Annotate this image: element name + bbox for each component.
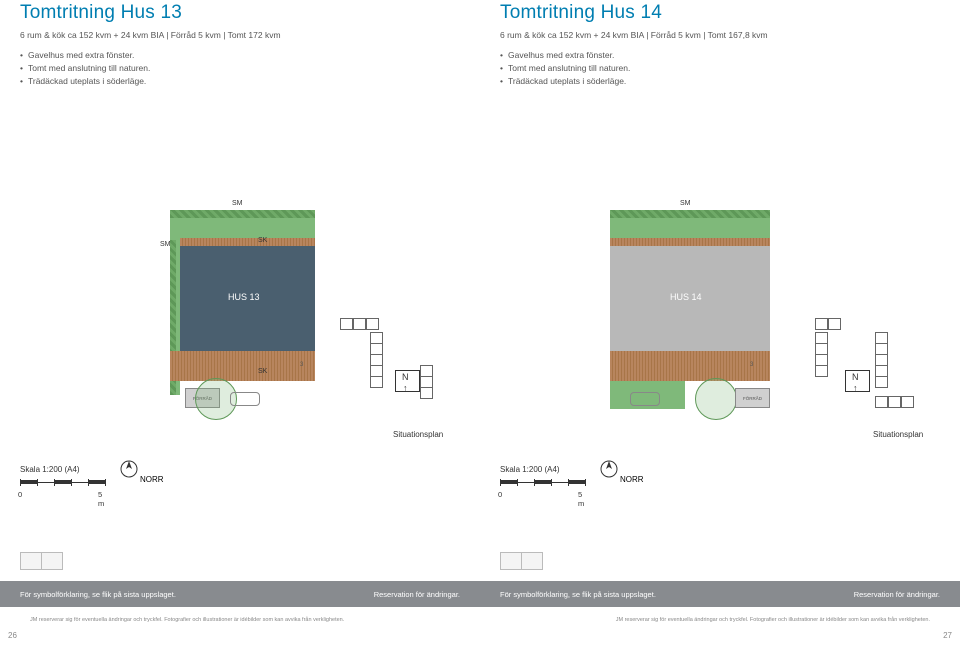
north-label: NORR: [140, 475, 164, 484]
plot-deck-top: [610, 238, 770, 246]
bullet-item: Tomt med anslutning till naturen.: [500, 63, 940, 73]
adjacent-units-icon: [340, 318, 379, 329]
scale-row: Skala 1:200 (A4) 0 5 m: [20, 465, 105, 488]
sm-label-top: SM: [680, 200, 691, 207]
page-title: Tomtritning Hus 13: [20, 2, 460, 24]
house-label: HUS 13: [228, 292, 260, 302]
scale-end: 5 m: [98, 490, 105, 508]
compass-arrow-icon: ↑: [403, 383, 408, 393]
scale-label: Skala 1:200 (A4): [500, 465, 585, 474]
adjacent-units-col: [815, 332, 828, 376]
compass-arrow-icon: ↑: [853, 383, 858, 393]
footer-right-text: Reservation för ändringar.: [854, 590, 940, 599]
car-space-icon: [230, 392, 260, 406]
scale-label: Skala 1:200 (A4): [20, 465, 105, 474]
scale-bar-icon: 0 5 m: [500, 478, 585, 488]
plot-plan: HUS 13 FÖRRÅD 3 SM SM SK SK: [0, 210, 480, 440]
plot-deck-bottom: [170, 351, 315, 381]
parking-number: 3: [300, 362, 303, 368]
page-number: 27: [943, 631, 952, 640]
tree-icon: [695, 378, 737, 420]
adjacent-units-col: [370, 332, 383, 387]
bullet-item: Trädäckad uteplats i söderläge.: [500, 76, 940, 86]
plot-forrad: FÖRRÅD: [735, 388, 770, 408]
footer-left-text: För symbolförklaring, se flik på sista u…: [500, 590, 656, 599]
car-space-icon: [630, 392, 660, 406]
page-left: Tomtritning Hus 13 6 rum & kök ca 152 kv…: [0, 0, 480, 645]
feature-bullets: Gavelhus med extra fönster. Tomt med ans…: [500, 50, 940, 86]
footer-right-text: Reservation för ändringar.: [374, 590, 460, 599]
bullet-item: Gavelhus med extra fönster.: [500, 50, 940, 60]
disclaimer-text: JM reserverar sig för eventuella ändring…: [616, 617, 930, 623]
scale-zero: 0: [18, 490, 22, 499]
footer-squares-icon: [500, 552, 542, 575]
page-subtitle: 6 rum & kök ca 152 kvm + 24 kvm BIA | Fö…: [500, 30, 940, 40]
plot-hedge: [170, 210, 315, 218]
page-title: Tomtritning Hus 14: [500, 2, 940, 24]
adjacent-units-col2: [420, 365, 433, 398]
sm-label-left: SM: [160, 241, 171, 248]
scale-end: 5 m: [578, 490, 585, 508]
document-spread: Tomtritning Hus 13 6 rum & kök ca 152 kv…: [0, 0, 960, 645]
footer-squares-icon: [20, 552, 62, 575]
north-icon: [600, 460, 618, 478]
plot-deck-top: [180, 238, 315, 246]
sk-label-bottom: SK: [258, 368, 267, 375]
compass-n: N: [852, 372, 859, 382]
sk-label-top: SK: [258, 237, 267, 244]
footer-band-right: För symbolförklaring, se flik på sista u…: [480, 581, 960, 607]
north-label: NORR: [620, 475, 644, 484]
compass-n: N: [402, 372, 409, 382]
adjacent-units-col2: [875, 332, 888, 387]
bullet-item: Trädäckad uteplats i söderläge.: [20, 76, 460, 86]
disclaimer-text: JM reserverar sig för eventuella ändring…: [30, 617, 344, 623]
footer-left-text: För symbolförklaring, se flik på sista u…: [20, 590, 176, 599]
plot-deck-bottom: [610, 351, 770, 381]
page-right: Tomtritning Hus 14 6 rum & kök ca 152 kv…: [480, 0, 960, 645]
parking-number: 3: [750, 362, 753, 368]
house-label: HUS 14: [670, 292, 702, 302]
adjacent-units-row2: [875, 396, 914, 407]
page-subtitle: 6 rum & kök ca 152 kvm + 24 kvm BIA | Fö…: [20, 30, 460, 40]
adjacent-units-icon: [815, 318, 841, 329]
scale-zero: 0: [498, 490, 502, 499]
scale-row: Skala 1:200 (A4) 0 5 m: [500, 465, 585, 488]
situationsplan-label: Situationsplan: [873, 430, 923, 439]
scale-bar-icon: 0 5 m: [20, 478, 105, 488]
sm-label-top: SM: [232, 200, 243, 207]
feature-bullets: Gavelhus med extra fönster. Tomt med ans…: [20, 50, 460, 86]
north-icon: [120, 460, 138, 478]
page-number: 26: [8, 631, 17, 640]
plot-hedge: [610, 210, 770, 218]
footer-band-left: För symbolförklaring, se flik på sista u…: [0, 581, 480, 607]
bullet-item: Gavelhus med extra fönster.: [20, 50, 460, 60]
situationsplan-label: Situationsplan: [393, 430, 443, 439]
bullet-item: Tomt med anslutning till naturen.: [20, 63, 460, 73]
plot-plan: HUS 14 FÖRRÅD 3 SM: [480, 210, 960, 440]
